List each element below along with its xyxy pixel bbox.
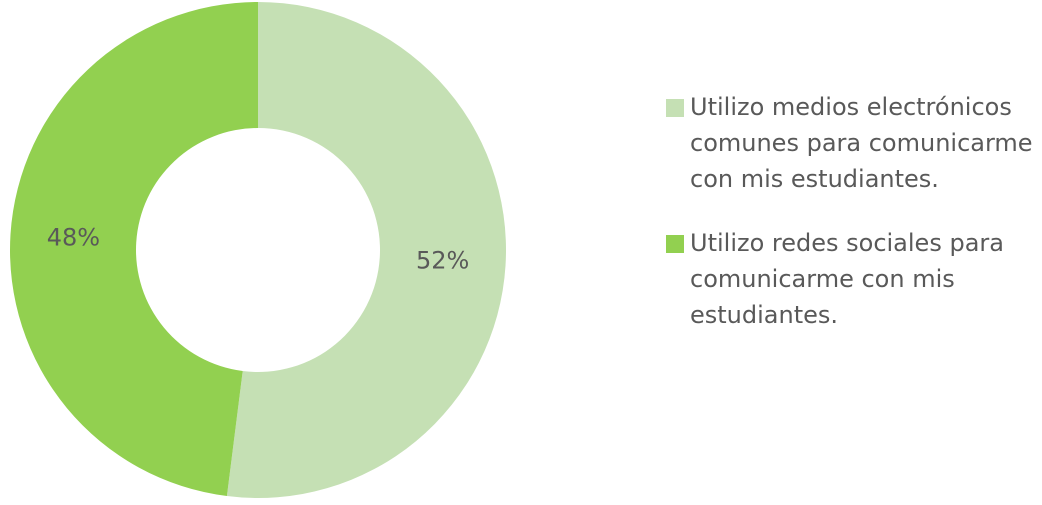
data-label: 48% <box>47 223 100 251</box>
legend-marker <box>666 235 684 253</box>
data-label: 52% <box>416 247 469 275</box>
legend-label: Utilizo redes sociales para comunicarme c… <box>690 229 1004 329</box>
legend-label: Utilizo medios electrónicos comunes para … <box>690 93 1033 193</box>
donut-slice <box>226 2 507 499</box>
donut-slice <box>10 2 259 497</box>
legend-marker <box>666 99 684 117</box>
